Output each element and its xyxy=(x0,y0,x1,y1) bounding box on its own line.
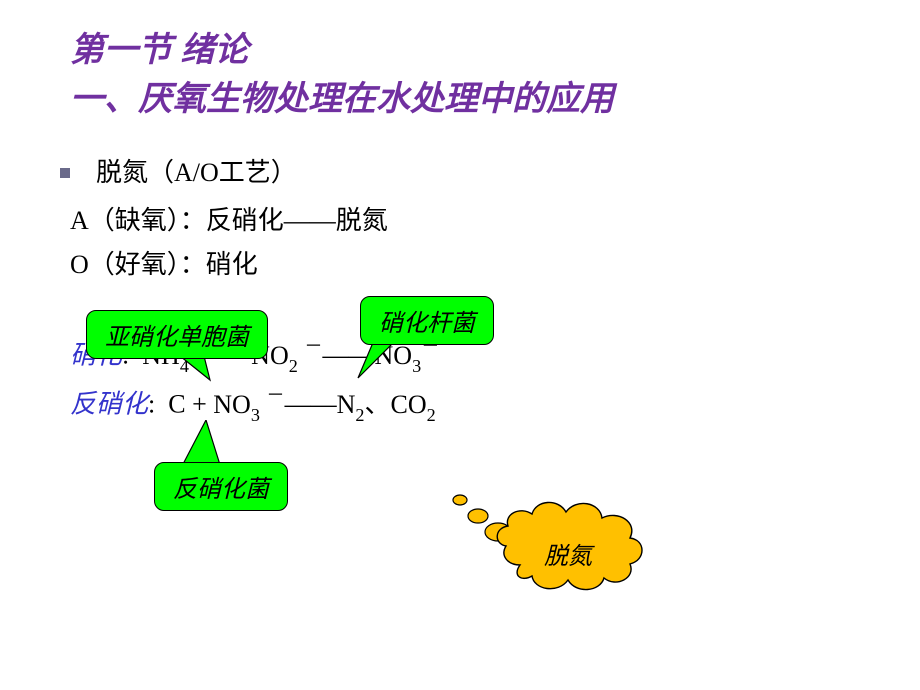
bullet-text: 脱氮（A/O工艺） xyxy=(96,151,297,195)
dun: 、 xyxy=(365,390,391,419)
line-o: O（好氧）：硝化 xyxy=(70,243,860,287)
callout-nitrobacter: 硝化杆菌 xyxy=(360,296,494,345)
co2: CO2 xyxy=(391,390,436,419)
bullet-row: 脱氮（A/O工艺） xyxy=(70,151,860,195)
c: C xyxy=(168,390,185,419)
callout-denitrifier: 反硝化菌 xyxy=(154,462,288,511)
title-block: 第一节 绪论 一、厌氧生物处理在水处理中的应用 xyxy=(0,0,920,125)
colon2: : xyxy=(148,390,155,419)
slide: 第一节 绪论 一、厌氧生物处理在水处理中的应用 脱氮（A/O工艺） A（缺氧）：… xyxy=(0,0,920,690)
n2: N2 xyxy=(337,390,365,419)
content-block: 脱氮（A/O工艺） A（缺氧）：反硝化——脱氮 O（好氧）：硝化 硝化: NH4… xyxy=(0,125,920,429)
term-denitrification: 反硝化 xyxy=(70,390,148,419)
bullet-icon xyxy=(60,168,70,178)
plus: + xyxy=(192,390,207,419)
callout-nitrosomonas: 亚硝化单胞菌 xyxy=(86,310,268,359)
no3b: NO3 － xyxy=(213,390,284,419)
line-a: A（缺氧）：反硝化——脱氮 xyxy=(70,199,860,243)
cloud-result: 脱氮 xyxy=(440,470,680,620)
cloud-label: 脱氮 xyxy=(544,536,592,571)
title-line-2: 一、厌氧生物处理在水处理中的应用 xyxy=(70,75,860,124)
title-line-1: 第一节 绪论 xyxy=(70,26,860,75)
